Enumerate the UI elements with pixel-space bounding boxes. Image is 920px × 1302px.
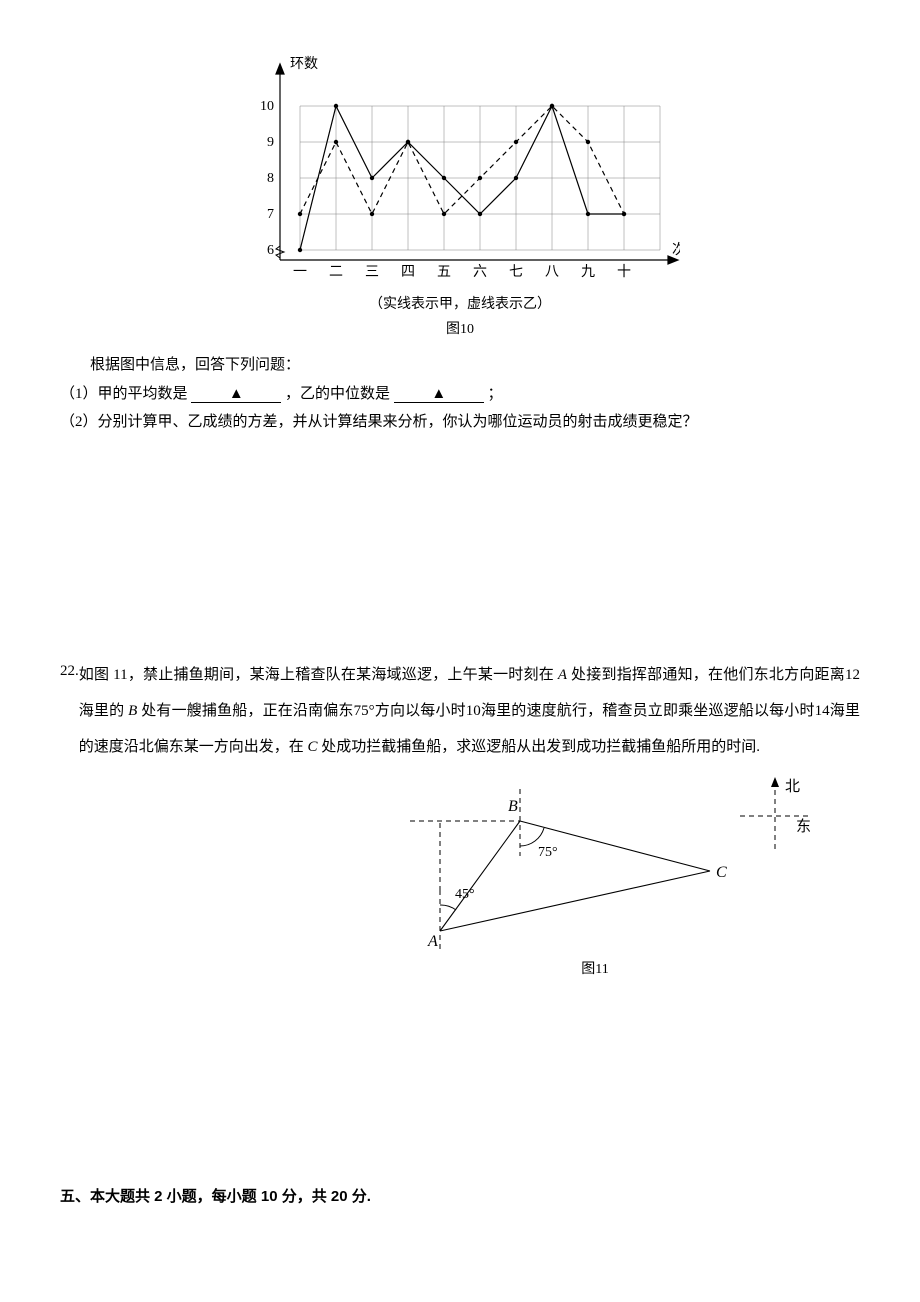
x-axis-label: 次数: [672, 242, 680, 258]
blank-yi-median[interactable]: ▲: [394, 387, 484, 403]
angle-45-label: 45°: [455, 887, 475, 902]
figure-11-svg: 北 东 45° 75° A B C: [380, 771, 810, 961]
chart-10-svg: 6 7 8 9 10 环数 次数 一 二 三 四 五 六 七 八 九 十: [240, 50, 680, 290]
svg-text:一: 一: [293, 265, 307, 280]
svg-text:五: 五: [437, 265, 451, 280]
q1-part-a: （1）甲的平均数是: [60, 386, 188, 402]
svg-text:6: 6: [267, 243, 274, 258]
figure-11-caption: 图11: [380, 957, 810, 984]
svg-text:四: 四: [401, 265, 415, 280]
question-22: 22. 如图 11，禁止捕鱼期间，某海上稽查队在某海域巡逻，上午某一时刻在 A …: [60, 657, 860, 765]
svg-text:10: 10: [260, 99, 274, 114]
svg-text:八: 八: [545, 265, 559, 280]
svg-text:三: 三: [365, 265, 379, 280]
svg-text:九: 九: [581, 264, 595, 280]
series-yi-line: [300, 106, 624, 214]
chart-caption-text: 图10: [446, 322, 474, 337]
y-axis-label: 环数: [290, 56, 318, 72]
svg-text:8: 8: [267, 171, 274, 186]
q22-body: 如图 11，禁止捕鱼期间，某海上稽查队在某海域巡逻，上午某一时刻在 A 处接到指…: [79, 657, 860, 765]
chart-legend-text: （实线表示甲，虚线表示乙）: [240, 292, 680, 319]
question-1: （1）甲的平均数是 ▲ ，乙的中位数是 ▲ ；: [60, 380, 860, 409]
figure-11: 北 东 45° 75° A B C 图11: [380, 771, 810, 984]
svg-text:7: 7: [267, 207, 274, 222]
chart-caption: 图10: [240, 317, 680, 344]
svg-text:七: 七: [509, 264, 523, 280]
svg-text:二: 二: [329, 265, 343, 280]
chart-10: 6 7 8 9 10 环数 次数 一 二 三 四 五 六 七 八 九 十: [240, 50, 680, 343]
q1-part-c: ；: [488, 386, 503, 402]
spacer: [60, 437, 860, 647]
svg-text:六: 六: [473, 264, 487, 280]
q22-number: 22.: [60, 657, 79, 686]
point-B: B: [508, 798, 518, 815]
section-5-heading: 五、本大题共 2 小题，每小题 10 分，共 20 分.: [60, 1183, 860, 1212]
blank-jia-mean[interactable]: ▲: [191, 387, 281, 403]
point-A: A: [427, 933, 438, 950]
compass-east: 东: [796, 818, 810, 835]
compass-north: 北: [785, 778, 800, 795]
angle-75-label: 75°: [538, 845, 558, 860]
question-intro: 根据图中信息，回答下列问题：: [60, 351, 860, 380]
svg-text:十: 十: [617, 264, 631, 280]
point-C: C: [716, 864, 727, 881]
question-2: （2）分别计算甲、乙成绩的方差，并从计算结果来分析，你认为哪位运动员的射击成绩更…: [60, 408, 860, 437]
q1-part-b: ，乙的中位数是: [285, 386, 390, 402]
svg-text:9: 9: [267, 135, 274, 150]
